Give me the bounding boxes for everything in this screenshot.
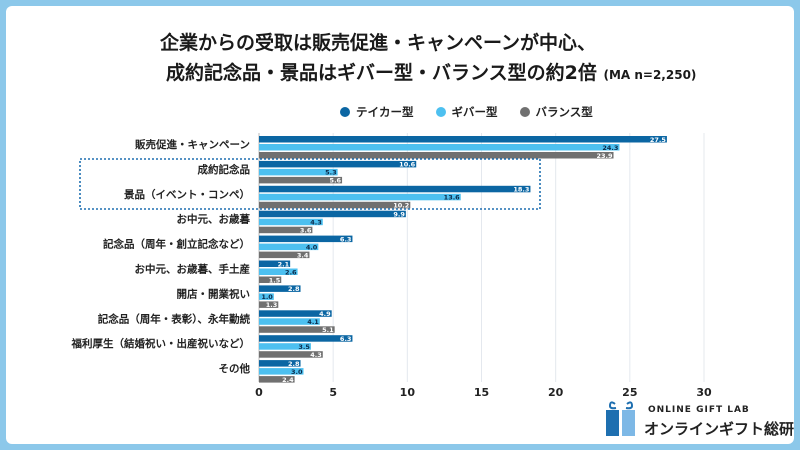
legend: テイカー型 ギバー型 バランス型 [340, 104, 593, 120]
chart-title-line1: 企業からの受取は販売促進・キャンペーンが中心、 [160, 32, 597, 54]
bar [259, 210, 406, 218]
legend-item-balance: バランス型 [519, 104, 593, 120]
category-label: 景品（イベント・コンペ） [123, 188, 250, 201]
bar [259, 152, 614, 159]
category-label: お中元、お歳暮、手土産 [135, 263, 251, 276]
data-label: 3.6 [300, 227, 312, 235]
chart-title-line2: 成約記念品・景品はギバー型・バランス型の約2倍 (MA n=2,250) [166, 58, 800, 85]
legend-label: ギバー型 [451, 105, 498, 119]
sample-note: (MA n=2,250) [603, 68, 697, 82]
bar [259, 251, 310, 259]
category-label: 開店・開業祝い [177, 287, 251, 300]
category-label: 福利厚生（結婚祝い・出産祝いなど） [71, 337, 251, 350]
data-label: 3.0 [291, 368, 303, 376]
title-line2-text: 成約記念品・景品はギバー型・バランス型の約2倍 [166, 62, 597, 84]
bar [259, 235, 353, 243]
bar [259, 351, 323, 358]
data-label: 18.3 [513, 186, 529, 194]
legend-label: テイカー型 [356, 105, 414, 119]
brand-jp: オンラインギフト総研 [644, 420, 795, 438]
data-label: 2.6 [285, 268, 297, 276]
data-label: 23.9 [596, 152, 613, 160]
bar [259, 310, 332, 317]
highlight-box [79, 158, 541, 210]
bar [259, 201, 411, 209]
bar [259, 168, 338, 176]
legend-swatch [340, 107, 350, 117]
bar [259, 144, 620, 151]
category-label: 記念品（周年・表彰）、永年勤続 [98, 312, 251, 325]
brand-en: ONLINE GIFT LAB [648, 405, 750, 415]
legend-swatch [519, 107, 530, 117]
bar [259, 268, 298, 275]
data-label: 10.6 [399, 161, 416, 169]
data-label: 3.4 [297, 251, 309, 259]
legend-item-taker: テイカー型 [340, 104, 414, 120]
bar [259, 318, 320, 325]
bar [259, 276, 282, 283]
bar [259, 193, 461, 201]
bar [259, 335, 353, 342]
data-label: 27.5 [650, 136, 667, 144]
data-label: 4.3 [310, 219, 322, 227]
data-label: 2.1 [278, 260, 290, 268]
bar [259, 160, 417, 168]
x-tick-label: 20 [548, 386, 564, 399]
data-label: 4.0 [306, 243, 318, 251]
bar [259, 185, 531, 193]
category-label: その他 [219, 362, 251, 375]
data-label: 4.1 [307, 318, 319, 326]
x-tick-label: 25 [622, 386, 637, 399]
bar [259, 343, 311, 350]
x-tick-label: 10 [400, 386, 416, 399]
data-label: 2.8 [288, 360, 300, 368]
category-label: 成約記念品 [198, 163, 251, 176]
bar [259, 368, 304, 375]
data-label: 1.3 [266, 301, 278, 309]
legend-item-giver: ギバー型 [435, 104, 498, 120]
category-label: お中元、お歳暮 [177, 213, 251, 226]
data-label: 6.3 [340, 235, 352, 243]
category-label: 記念品（周年・創立記念など） [103, 238, 250, 251]
bar [259, 243, 319, 251]
x-tick-label: 30 [696, 386, 712, 399]
chart-card [6, 6, 794, 444]
data-label: 2.4 [282, 376, 294, 384]
data-label: 24.3 [602, 144, 618, 152]
data-label: 3.5 [298, 343, 310, 351]
bar [259, 136, 667, 143]
x-tick-label: 15 [474, 386, 489, 399]
bar [259, 326, 335, 333]
data-label: 9.9 [393, 211, 405, 219]
data-label: 13.6 [444, 194, 461, 202]
bar [259, 285, 301, 292]
data-label: 5.1 [322, 326, 334, 334]
data-label: 1.0 [261, 293, 273, 301]
data-label: 2.8 [288, 285, 300, 293]
legend-swatch [435, 107, 446, 117]
data-label: 5.3 [325, 169, 337, 177]
x-tick-label: 5 [329, 386, 337, 399]
bar [259, 226, 313, 234]
bar [259, 360, 301, 367]
data-label: 6.3 [340, 335, 352, 343]
bar [259, 301, 279, 308]
data-label: 5.6 [330, 177, 342, 185]
x-tick-label: 0 [255, 386, 263, 399]
data-label: 4.3 [310, 351, 322, 359]
legend-label: バランス型 [535, 105, 593, 119]
bar [259, 260, 291, 267]
bar [259, 293, 274, 300]
gift-logo-icon [604, 400, 638, 442]
category-label: 販売促進・キャンペーン [135, 138, 250, 151]
bar [259, 376, 295, 383]
data-label: 4.9 [319, 310, 331, 318]
data-label: 10.2 [393, 202, 409, 210]
bar [259, 218, 323, 226]
data-label: 1.5 [269, 276, 281, 284]
bar [259, 176, 343, 184]
